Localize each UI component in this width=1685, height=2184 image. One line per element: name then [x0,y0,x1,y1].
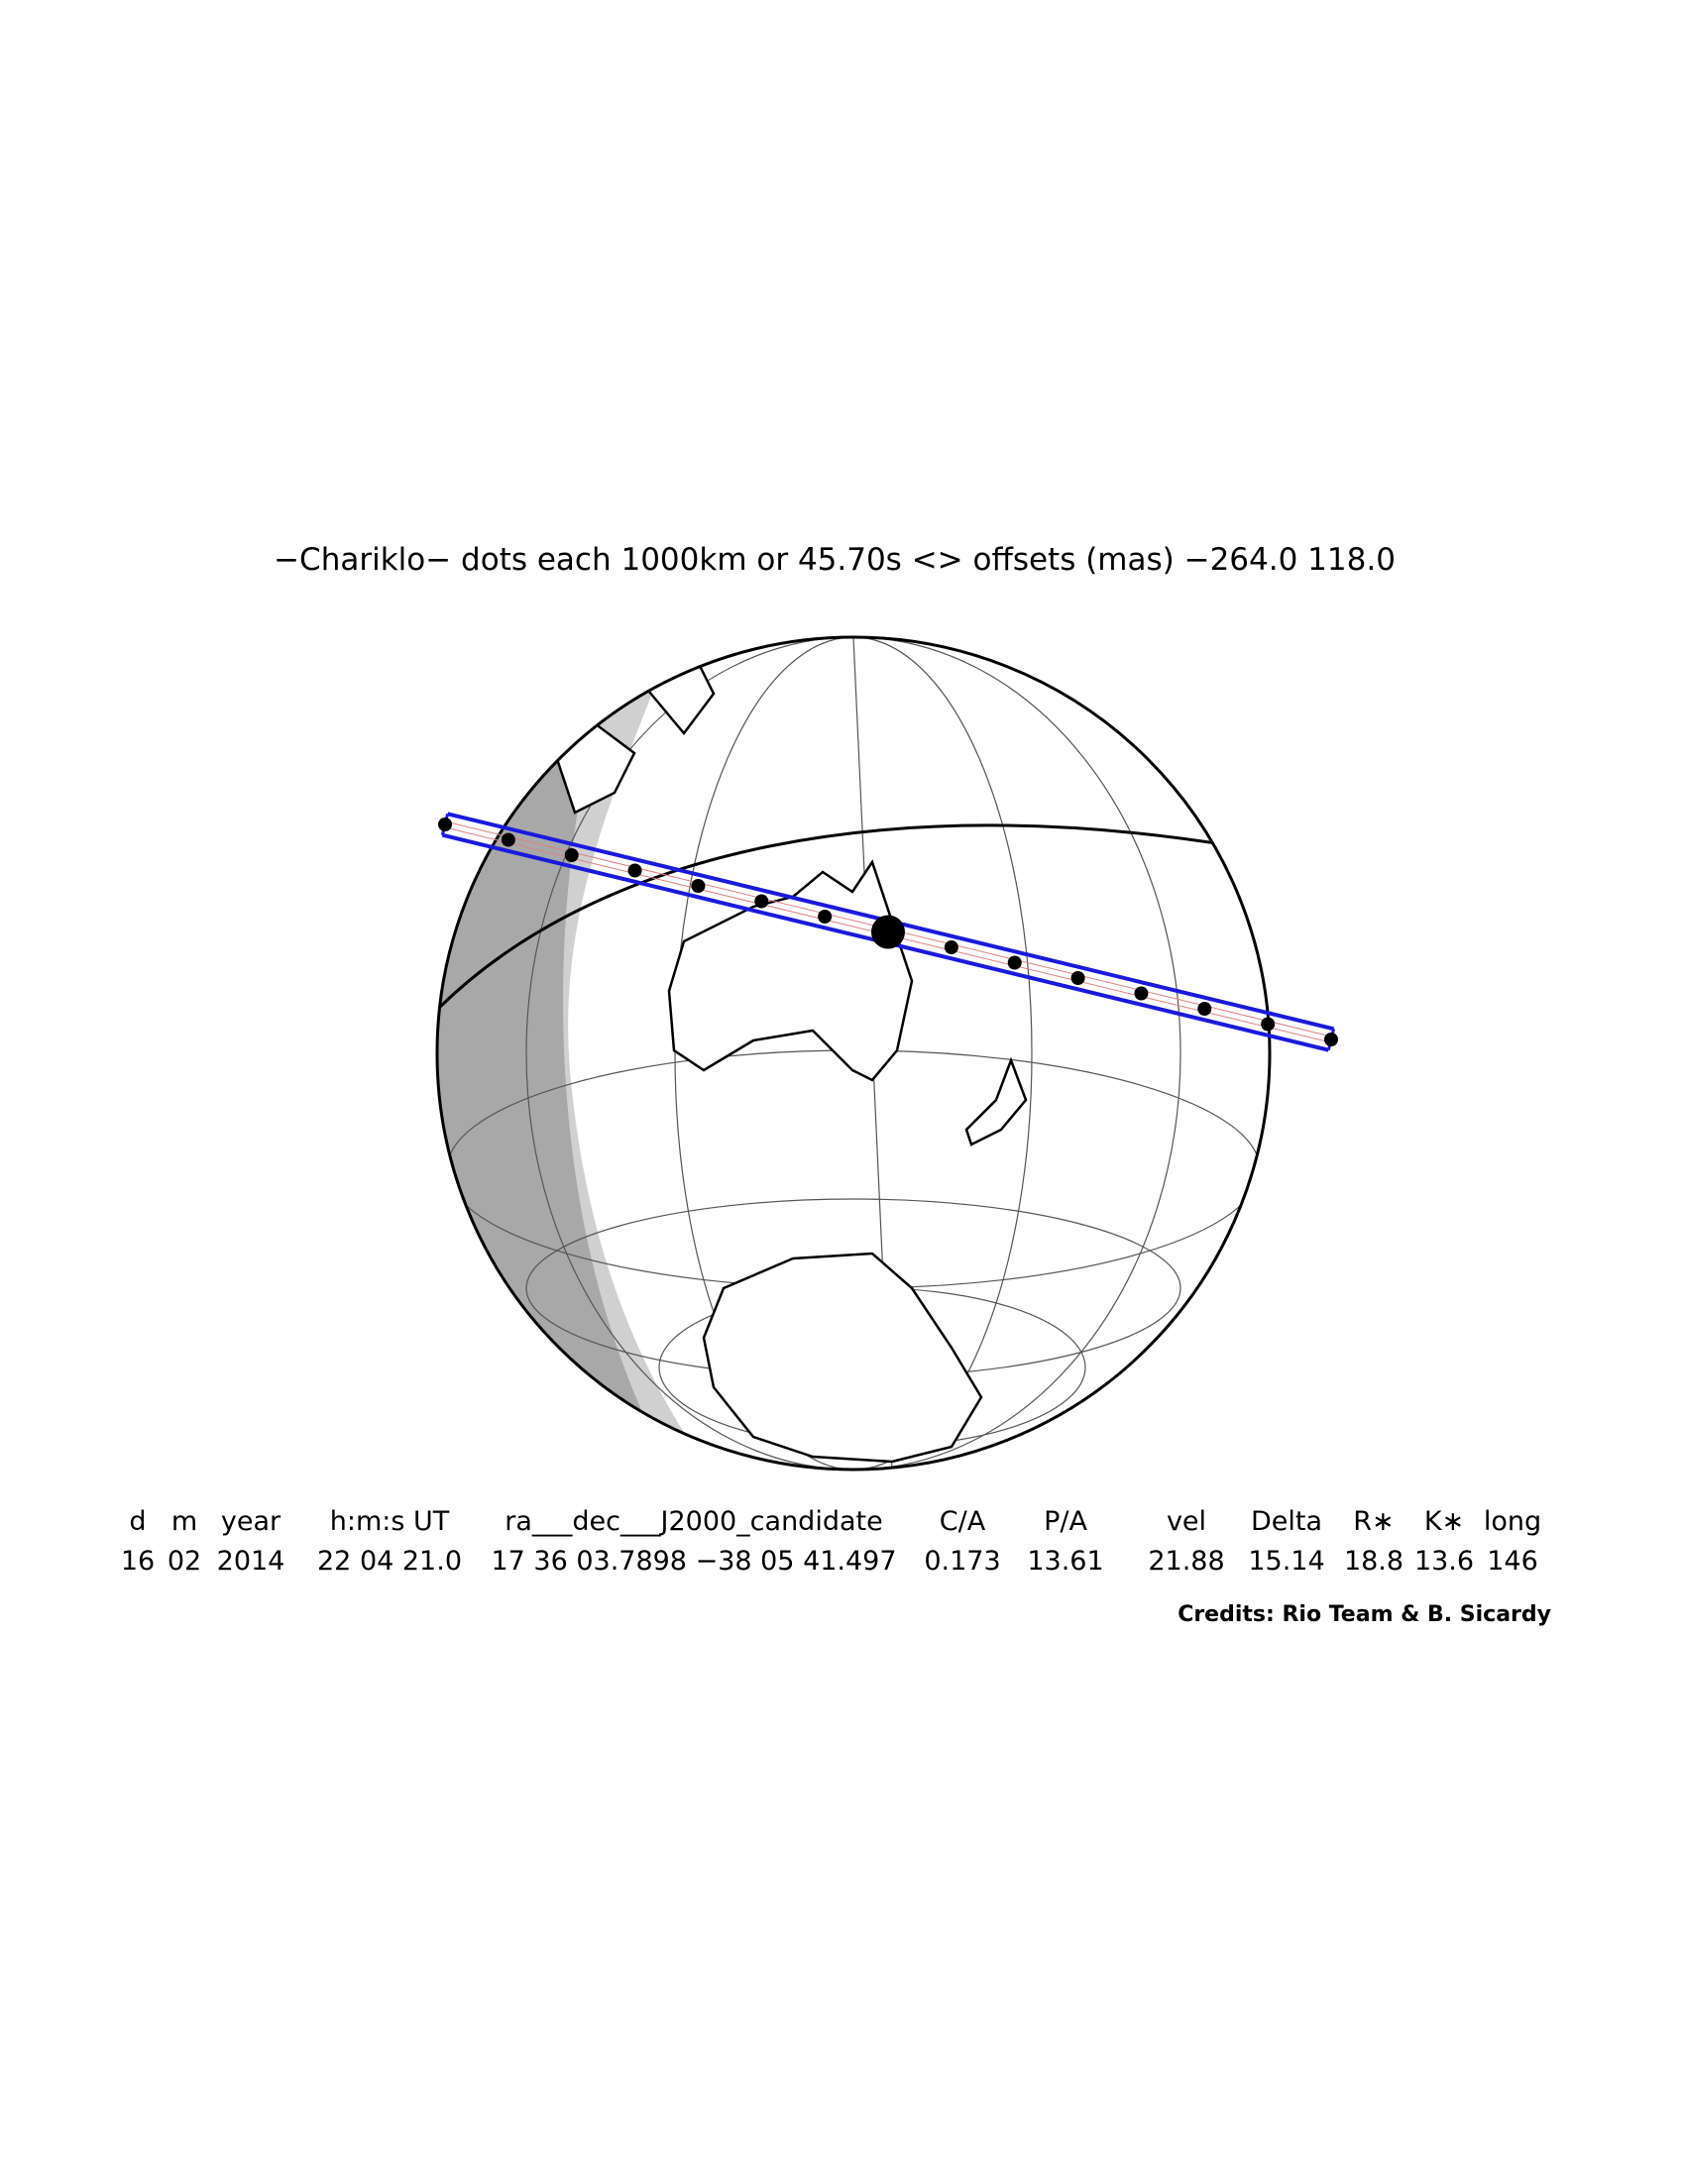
australia [667,859,914,1082]
occultation-path [438,812,1338,1052]
path-dot [754,894,769,909]
path-dot [1070,971,1085,985]
path-dot [1134,986,1149,1001]
table-header: K∗ [1424,1506,1464,1537]
table-cell: 0.173 [924,1546,1000,1577]
table-cell: 17 36 03.7898 −38 05 41.497 [491,1546,896,1577]
table-header: Delta [1251,1506,1322,1537]
table-header: year [221,1506,281,1537]
table-cell: 22 04 21.0 [317,1546,462,1577]
path-dot [501,832,515,847]
table-header: m [171,1506,197,1537]
path-dot [818,910,833,924]
table-header: d [129,1506,146,1537]
table-header: vel [1167,1506,1206,1537]
data-table: d m year h:m:s UT ra___dec___J2000_candidate… [121,1506,1541,1577]
new-zealand [964,1056,1028,1147]
path-dot [1007,955,1022,970]
table-cell: 16 [121,1546,155,1577]
table-cell: 15.14 [1248,1546,1324,1577]
table-cell: 13.61 [1027,1546,1103,1577]
globe-outline [435,635,1272,1472]
path-dot [1324,1033,1338,1046]
title: −Chariklo− dots each 1000km or 45.70s <>… [274,542,1396,578]
path-dot [944,940,958,954]
table-cell: 21.88 [1148,1546,1224,1577]
table-header: C/A [940,1506,986,1537]
table-header: P/A [1044,1506,1087,1537]
table-cell: 146 [1487,1546,1538,1577]
antarctica [702,1252,983,1464]
path-dot [691,879,706,893]
table-cell: 13.6 [1414,1546,1474,1577]
globe [437,637,1270,1470]
table-header: R∗ [1353,1506,1394,1537]
closest-approach-dot [871,915,905,949]
credits: Credits: Rio Team & B. Sicardy [1178,1602,1551,1627]
path-dot [1197,1002,1212,1016]
table-header: h:m:s UT [330,1506,450,1537]
table-header: long [1484,1506,1541,1537]
path-dot [438,818,452,831]
path-dot [564,848,579,862]
terminator-upper [437,823,1270,1013]
table-cell: 2014 [217,1546,285,1577]
path-dot [627,863,642,878]
table-cell: 18.8 [1344,1546,1404,1577]
table-cell: 02 [168,1546,201,1577]
path-dot [1261,1017,1276,1032]
table-header: ra___dec___J2000_candidate [505,1506,882,1537]
